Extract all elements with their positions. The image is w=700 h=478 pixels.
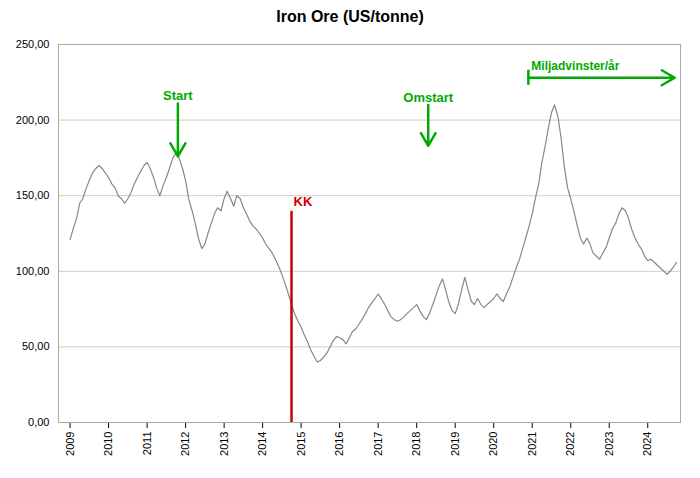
svg-text:KK: KK <box>294 194 313 209</box>
svg-text:2014: 2014 <box>256 432 268 456</box>
svg-text:2024: 2024 <box>641 432 653 456</box>
svg-text:2022: 2022 <box>564 432 576 456</box>
svg-text:2010: 2010 <box>102 432 114 456</box>
svg-text:2009: 2009 <box>64 432 76 456</box>
svg-text:2021: 2021 <box>526 432 538 456</box>
svg-text:2016: 2016 <box>333 432 345 456</box>
svg-text:200,00: 200,00 <box>16 114 50 126</box>
svg-text:2017: 2017 <box>372 432 384 456</box>
svg-text:0,00: 0,00 <box>28 416 49 428</box>
svg-text:50,00: 50,00 <box>22 340 50 352</box>
svg-text:2013: 2013 <box>218 432 230 456</box>
svg-text:2015: 2015 <box>295 432 307 456</box>
html-text:Iron Ore (US/tonne): Iron Ore (US/tonne) <box>276 8 424 25</box>
svg-text:250,00: 250,00 <box>16 38 50 50</box>
svg-text:150,00: 150,00 <box>16 189 50 201</box>
svg-text:2018: 2018 <box>410 432 422 456</box>
svg-text:Omstart: Omstart <box>403 90 454 105</box>
svg-text:Miljadvinster/år: Miljadvinster/år <box>531 59 619 73</box>
svg-text:100,00: 100,00 <box>16 265 50 277</box>
svg-text:Start: Start <box>163 88 193 103</box>
svg-text:2019: 2019 <box>449 432 461 456</box>
svg-text:2020: 2020 <box>487 432 499 456</box>
svg-text:2012: 2012 <box>179 432 191 456</box>
svg-text:2011: 2011 <box>141 432 153 456</box>
svg-text:2023: 2023 <box>603 432 615 456</box>
